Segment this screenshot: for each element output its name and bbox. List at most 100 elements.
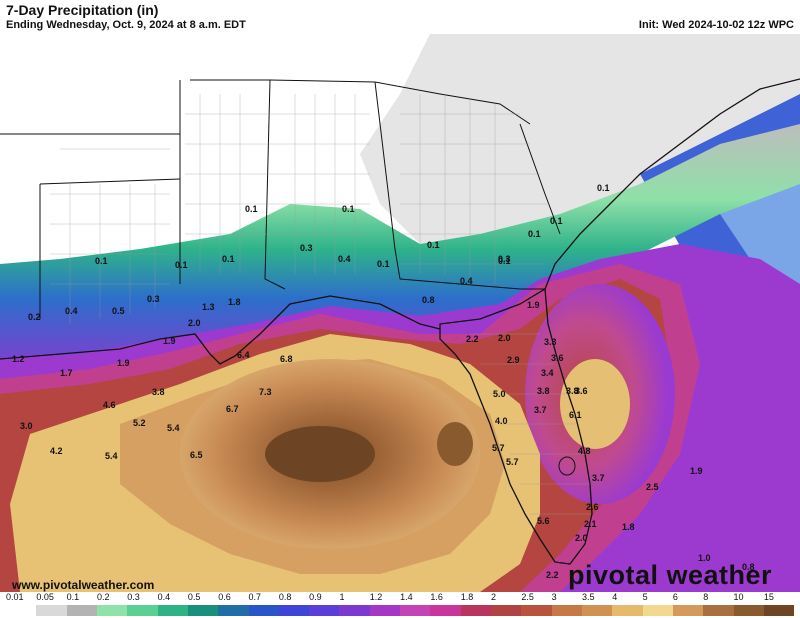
gulf-max-core-2 <box>437 422 473 466</box>
map-title: 7-Day Precipitation (in) <box>6 2 159 18</box>
legend-tick-label: 1 <box>339 592 345 602</box>
value-label: 3.7 <box>592 473 605 483</box>
value-label: 2.2 <box>466 334 479 344</box>
value-label: 3.7 <box>534 405 547 415</box>
value-label: 0.3 <box>498 254 511 264</box>
legend-tick-label: 4 <box>612 592 618 602</box>
value-label: 4.0 <box>495 416 508 426</box>
legend-color-swatch <box>460 605 491 616</box>
legend-tick-label: 3 <box>551 592 557 602</box>
value-label: 5.4 <box>105 451 118 461</box>
value-label: 0.4 <box>338 254 351 264</box>
legend-tick-label: 0.8 <box>278 592 292 602</box>
value-label: 0.3 <box>147 294 160 304</box>
value-label: 3.8 <box>152 387 165 397</box>
legend-color-swatch <box>6 605 37 616</box>
value-label: 2.0 <box>575 533 588 543</box>
legend-tick-label: 5 <box>642 592 648 602</box>
value-label: 1.8 <box>622 522 635 532</box>
legend-color-swatch <box>309 605 340 616</box>
legend-tick-label: 0.01 <box>6 592 24 602</box>
legend-color-swatch <box>672 605 704 616</box>
value-label: 5.7 <box>492 443 505 453</box>
init-time: Init: Wed 2024-10-02 12z WPC <box>638 19 794 31</box>
value-label: 1.7 <box>60 368 73 378</box>
legend-tick-label: 0.4 <box>157 592 171 602</box>
legend-tick-label: 3.5 <box>581 592 595 602</box>
value-label: 2.5 <box>646 482 659 492</box>
legend-color-swatch <box>581 605 613 616</box>
value-label: 6.7 <box>226 404 239 414</box>
legend-tick-label: 2 <box>491 592 497 602</box>
value-label: 6.4 <box>237 350 250 360</box>
legend-tick-label: 1.6 <box>430 592 443 602</box>
legend-color-swatch <box>733 605 764 616</box>
value-label: 1.2 <box>12 354 25 364</box>
value-label: 1.3 <box>202 302 215 312</box>
precip-value-labels: 0.1 0.1 0.1 0.1 0.1 0.1 0.1 0.1 0.1 0.1 … <box>12 183 755 580</box>
legend-color-swatch <box>703 605 734 616</box>
legend-color-swatch <box>521 605 552 616</box>
gulf-coast-outline <box>0 295 441 365</box>
value-label: 3.8 <box>537 386 550 396</box>
value-label: 2.0 <box>188 318 201 328</box>
value-label: 3.6 <box>551 353 564 363</box>
value-label: 2.6 <box>586 502 599 512</box>
value-label: 0.8 <box>742 562 755 572</box>
legend-color-swatch <box>96 605 128 616</box>
value-label: 1.9 <box>690 466 703 476</box>
legend-tick-label: 0.3 <box>127 592 140 602</box>
legend-color-swatch <box>369 605 401 616</box>
atlantic-coast-outline <box>544 78 800 290</box>
value-label: 0.1 <box>342 204 355 214</box>
map-subtitle: Ending Wednesday, Oct. 9, 2024 at 8 a.m.… <box>6 19 246 31</box>
legend-color-swatch <box>430 605 461 616</box>
value-label: 0.4 <box>460 276 473 286</box>
value-label: 0.1 <box>222 254 235 264</box>
legend-color-swatch <box>218 605 249 616</box>
legend-tick-label: 6 <box>672 592 678 602</box>
value-label: 0.5 <box>112 306 125 316</box>
value-label: 0.1 <box>597 183 610 193</box>
value-label: 5.6 <box>537 516 550 526</box>
value-label: 3.0 <box>20 421 33 431</box>
legend-color-swatch <box>248 605 279 616</box>
legend-tick-label: 0.6 <box>218 592 231 602</box>
value-label: 0.2 <box>28 312 41 322</box>
legend-color-swatch <box>339 605 370 616</box>
value-label: 0.1 <box>550 216 563 226</box>
atlantic-max-core <box>560 359 630 449</box>
value-label: 2.0 <box>498 333 511 343</box>
value-label: 3.8 <box>566 386 579 396</box>
map-svg: 0.1 0.1 0.1 0.1 0.1 0.1 0.1 0.1 0.1 0.1 … <box>0 34 800 592</box>
color-legend: 0.01 0.05 0.1 0.2 0.3 0.4 0.5 0.6 0.7 0.8 0.9 1 1.2 1… <box>0 592 800 618</box>
legend-color-swatch <box>127 605 158 616</box>
value-label: 4.6 <box>103 400 116 410</box>
legend-labels: 0.01 0.05 0.1 0.2 0.3 0.4 0.5 0.6 0.7 0.8 0.9 1 1.2 1… <box>6 592 794 604</box>
value-label: 5.7 <box>506 457 519 467</box>
value-label: 0.4 <box>65 306 78 316</box>
value-label: 0.1 <box>245 204 258 214</box>
legend-color-swatch <box>551 605 582 616</box>
legend-tick-label: 0.5 <box>187 592 201 602</box>
legend-color-swatch <box>36 605 67 616</box>
value-label: 5.0 <box>493 389 506 399</box>
value-label: 3.3 <box>544 337 557 347</box>
legend-tick-label: 1.4 <box>400 592 413 602</box>
county-lines <box>50 94 590 515</box>
gulf-max-core <box>265 426 375 482</box>
legend-tick-label: 15 <box>763 592 774 602</box>
value-label: 1.0 <box>698 553 711 563</box>
value-label: 0.8 <box>422 295 435 305</box>
website-watermark: www.pivotalweather.com <box>12 578 155 592</box>
value-label: 3.4 <box>541 368 554 378</box>
legend-tick-label: 0.1 <box>66 592 80 602</box>
legend-color-swatch <box>157 605 188 616</box>
value-label: 2.1 <box>584 519 597 529</box>
value-label: 5.4 <box>167 423 180 433</box>
legend-tick-label: 2.5 <box>521 592 534 602</box>
legend-color-swatch <box>763 605 795 616</box>
value-label: 7.3 <box>259 387 272 397</box>
florida-outline <box>439 287 593 565</box>
value-label: 0.1 <box>498 256 511 266</box>
